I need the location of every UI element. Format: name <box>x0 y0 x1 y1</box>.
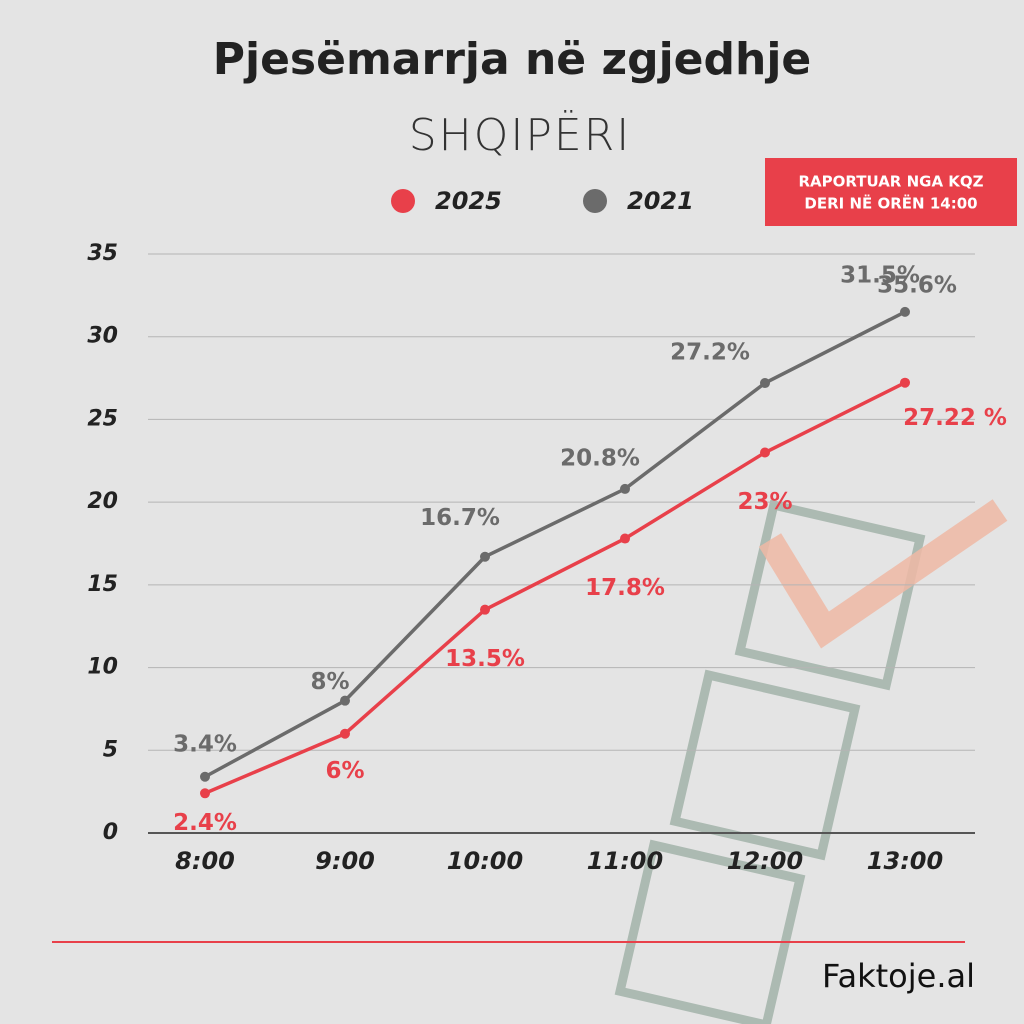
note-box <box>765 158 1017 226</box>
chart-title: Pjesëmarrja në zgjedhje <box>213 34 812 85</box>
point <box>760 447 770 458</box>
x-tick-label: 13:00 <box>867 847 943 875</box>
value-label: 6% <box>325 758 364 784</box>
legend-label: 2025 <box>435 187 502 215</box>
annotation: 35.6% <box>877 273 957 299</box>
value-label: 23% <box>737 489 792 515</box>
y-tick-label: 0 <box>103 820 118 845</box>
value-label: 27.2% <box>670 340 750 366</box>
y-tick-label: 20 <box>87 489 118 514</box>
point <box>480 551 490 562</box>
y-tick-label: 15 <box>87 572 118 597</box>
legend-label: 2021 <box>627 187 694 215</box>
value-label: 17.8% <box>585 575 665 601</box>
value-label: 31.5% <box>840 262 920 288</box>
y-tick-label: 30 <box>87 324 118 349</box>
value-label: 13.5% <box>445 646 525 672</box>
decoration <box>614 499 926 1024</box>
point <box>620 533 630 544</box>
value-label: 20.8% <box>560 445 640 471</box>
x-tick-label: 12:00 <box>727 847 803 875</box>
point <box>340 728 350 739</box>
x-tick-label: 9:00 <box>315 847 375 875</box>
check-decoration <box>758 499 1008 649</box>
y-tick-label: 35 <box>87 241 118 266</box>
line <box>204 381 906 795</box>
value-label: 8% <box>310 669 349 695</box>
note: RAPORTUAR NGA KQZ <box>798 173 983 191</box>
point <box>340 695 350 706</box>
point <box>620 483 630 494</box>
point <box>900 306 910 317</box>
y-tick-label: 5 <box>103 737 118 762</box>
footer: Faktoje.al <box>822 957 975 995</box>
x-tick-label: 8:00 <box>175 847 235 875</box>
chart-subtitle: SHQIPËRI <box>409 109 632 161</box>
legend-marker <box>391 189 415 213</box>
value-label: 27.22 % <box>903 405 1007 431</box>
x-tick-label: 10:00 <box>447 847 523 875</box>
point <box>480 604 490 615</box>
value-label: 16.7% <box>420 505 500 531</box>
point <box>200 771 210 782</box>
legend-marker <box>583 189 607 213</box>
y-tick-label: 25 <box>87 406 118 431</box>
point <box>200 788 210 799</box>
x-tick-label: 11:00 <box>587 847 663 875</box>
note: DERI NË ORËN 14:00 <box>804 194 977 213</box>
y-tick-label: 10 <box>87 655 118 680</box>
value-label: 2.4% <box>173 810 237 836</box>
point <box>900 377 910 388</box>
value-label: 3.4% <box>173 731 237 757</box>
line <box>204 310 906 779</box>
point <box>760 378 770 389</box>
